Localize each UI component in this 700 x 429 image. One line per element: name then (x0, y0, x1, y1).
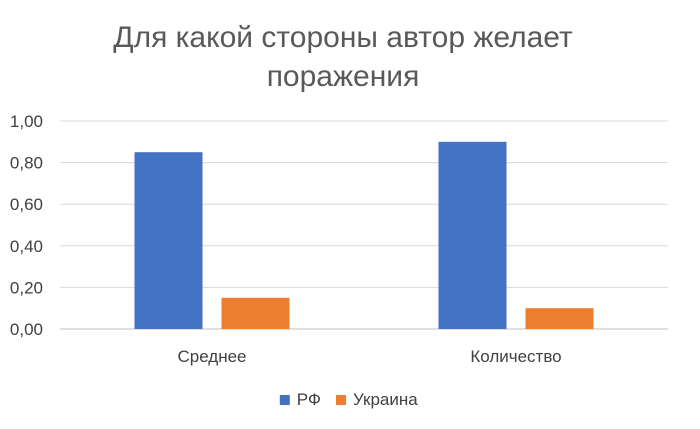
x-category-label: Среднее (177, 347, 246, 366)
y-tick-label: 0,20 (10, 278, 43, 297)
y-tick-label: 0,40 (10, 237, 43, 256)
chart-title: Для какой стороны автор желает поражения (113, 21, 573, 93)
y-tick-label: 0,80 (10, 154, 43, 173)
chart-title-line-2: поражения (267, 60, 420, 93)
legend-label-ukraina: Украина (353, 390, 418, 409)
bars (134, 141, 594, 329)
bar-ukraina-kolichestvo (525, 308, 594, 329)
y-tick-label: 0,60 (10, 195, 43, 214)
y-axis: 0,00 0,20 0,40 0,60 0,80 1,00 (10, 112, 43, 339)
bar-rf-srednee (134, 152, 203, 329)
y-tick-label: 1,00 (10, 112, 43, 131)
legend-swatch-ukraina (336, 395, 346, 405)
x-axis: Среднее Количество (177, 347, 561, 366)
legend-swatch-rf (279, 395, 290, 405)
legend-label-rf: РФ (297, 390, 321, 409)
bar-rf-kolichestvo (438, 141, 507, 329)
x-category-label: Количество (470, 347, 561, 366)
chart-title-line-1: Для какой стороны автор желает (113, 21, 573, 54)
bar-ukraina-srednee (221, 297, 290, 329)
legend: РФ Украина (279, 390, 418, 409)
y-tick-label: 0,00 (10, 320, 43, 339)
